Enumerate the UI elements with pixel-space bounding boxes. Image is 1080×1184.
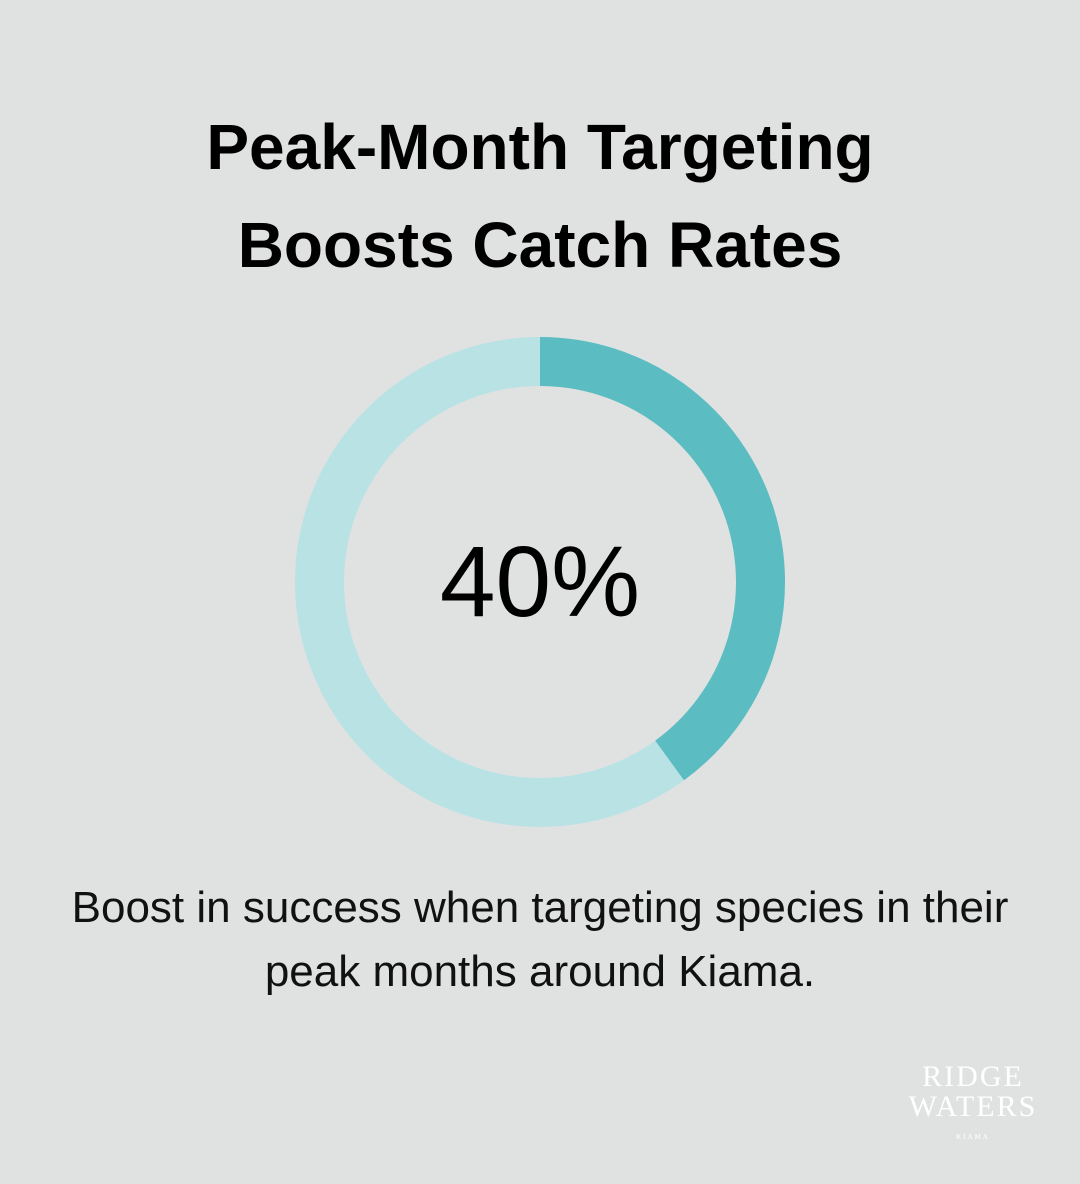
caption: Boost in success when targeting species … <box>71 883 1009 996</box>
chart-title: Peak-Month Targeting Boosts Catch Rates <box>206 111 874 281</box>
logo-line: KIAMA <box>956 1133 990 1141</box>
donut-arc <box>539 337 785 781</box>
value-label: 40% <box>440 526 640 638</box>
logo-line: RIDGE <box>922 1060 1024 1093</box>
logo-line: WATERS <box>908 1090 1038 1123</box>
